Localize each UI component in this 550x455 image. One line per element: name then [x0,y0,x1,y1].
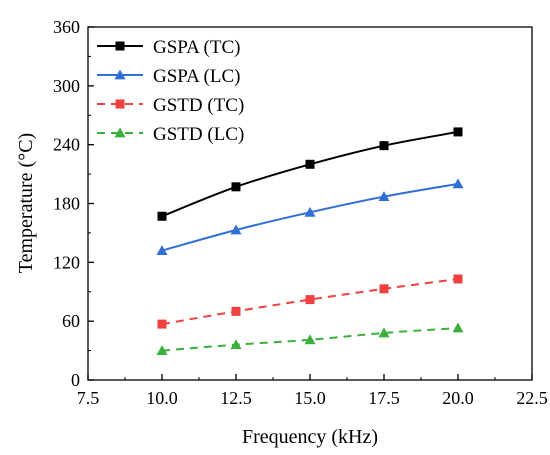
series-3 [157,274,463,329]
y-tick-label: 360 [53,17,80,37]
legend-item: GSPA (TC) [97,37,240,58]
data-point [156,245,168,255]
x-tick-label: 17.5 [368,388,400,408]
series-2 [156,178,464,255]
data-point [231,182,241,192]
data-point [157,211,167,221]
data-point [379,284,389,294]
legend-label: GSPA (LC) [153,66,240,87]
series-1 [157,127,463,221]
data-point [156,345,168,355]
data-point [452,178,464,189]
y-tick-label: 240 [53,135,80,155]
legend-marker [114,69,126,80]
y-tick-label: 120 [53,252,80,272]
y-tick-label: 300 [53,76,80,96]
data-point [304,206,316,217]
legend-item: GSPA (LC) [97,66,240,87]
series-line [161,327,459,352]
data-point [304,334,316,345]
data-point [230,224,242,235]
legend-marker [114,127,126,138]
legend: GSPA (TC) GSPA (LC) GSTD (TC) GSTD (LC) [97,37,244,145]
x-axis-title: Frequency (kHz) [242,426,378,448]
x-tick-label: 15.0 [294,388,326,408]
legend-label: GSTD (TC) [153,95,244,116]
y-tick-label: 180 [53,194,80,214]
data-point [453,274,463,284]
x-tick-label: 10.0 [146,388,178,408]
data-point [157,319,167,329]
legend-label: GSPA (TC) [153,37,240,58]
series-4 [156,322,464,355]
legend-marker [115,99,125,109]
data-point [379,141,389,151]
plot-area: 7.5 10.0 12.5 15.0 17.5 20.0 22.5 0 60 120 180 240 3… [53,17,548,408]
legend-item: GSTD (LC) [97,124,244,145]
data-point [453,127,463,137]
data-point [305,295,315,305]
data-point [378,191,390,202]
legend-item: GSTD (TC) [97,95,244,116]
legend-label: GSTD (LC) [153,124,244,145]
x-tick-label: 22.5 [516,388,548,408]
x-tick-label: 12.5 [220,388,252,408]
data-point [231,306,241,316]
data-point [378,327,390,338]
y-axis-title: Temperature (°C) [15,133,37,273]
series-line [161,182,459,252]
legend-marker [115,41,125,51]
x-tick-label: 7.5 [77,388,100,408]
data-point [452,322,464,333]
x-tick-label: 20.0 [442,388,474,408]
y-tick-label: 0 [71,370,80,390]
y-tick-label: 60 [62,311,80,331]
data-point [230,339,242,350]
data-point [305,159,315,169]
